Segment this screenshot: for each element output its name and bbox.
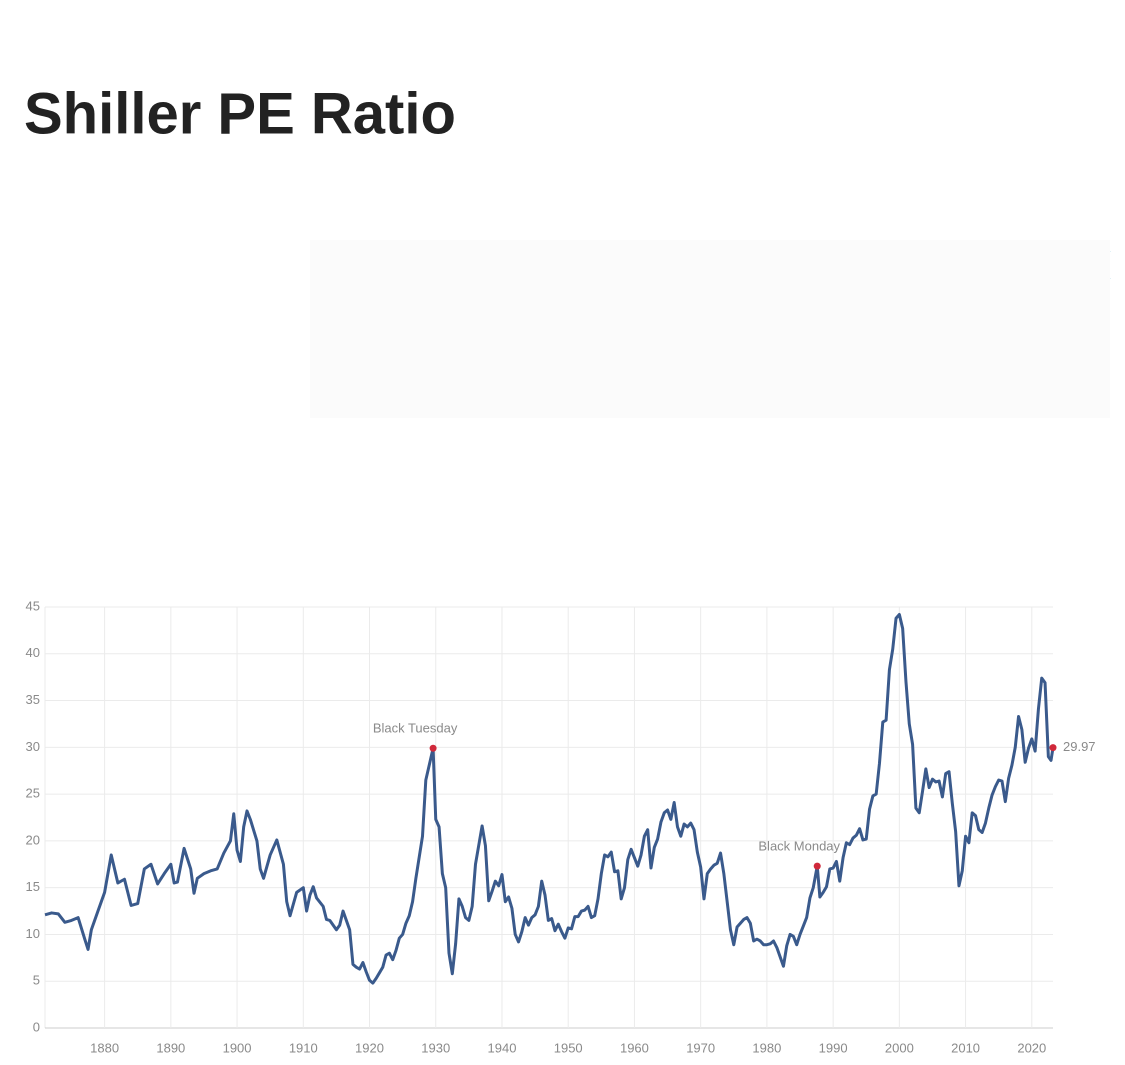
x-tick-label: 1920 (355, 1040, 384, 1055)
x-tick-label: 1910 (289, 1040, 318, 1055)
x-tick-label: 1930 (421, 1040, 450, 1055)
x-tick-label: 1900 (223, 1040, 252, 1055)
event-marker (813, 862, 821, 870)
pe-line (44, 612, 1055, 985)
event-marker (429, 744, 437, 752)
x-tick-label: 1940 (488, 1040, 517, 1055)
y-tick-label: 25 (26, 786, 40, 801)
x-tick-label: 1970 (686, 1040, 715, 1055)
x-tick-label: 2020 (1017, 1040, 1046, 1055)
x-tick-label: 1890 (156, 1040, 185, 1055)
x-tick-label: 2010 (951, 1040, 980, 1055)
faded-ad (310, 240, 1110, 418)
last-value-label: 29.97 (1063, 739, 1096, 754)
event-label: Black Monday (758, 839, 840, 854)
x-tick-label: 1960 (620, 1040, 649, 1055)
y-tick-label: 5 (33, 973, 40, 988)
x-tick-label: 1990 (819, 1040, 848, 1055)
event-label: Black Tuesday (373, 721, 458, 736)
y-tick-label: 35 (26, 692, 40, 707)
y-tick-label: 40 (26, 645, 40, 660)
y-tick-label: 30 (26, 739, 40, 754)
x-tick-label: 1950 (554, 1040, 583, 1055)
y-tick-label: 15 (26, 879, 40, 894)
x-tick-label: 1980 (752, 1040, 781, 1055)
y-tick-label: 45 (26, 598, 40, 613)
y-tick-label: 20 (26, 832, 40, 847)
last-marker (1049, 744, 1057, 752)
x-tick-label: 1880 (90, 1040, 119, 1055)
y-tick-label: 10 (26, 926, 40, 941)
y-tick-label: 0 (33, 1019, 40, 1034)
x-tick-label: 2000 (885, 1040, 914, 1055)
page-title: Shiller PE Ratio (24, 81, 456, 146)
